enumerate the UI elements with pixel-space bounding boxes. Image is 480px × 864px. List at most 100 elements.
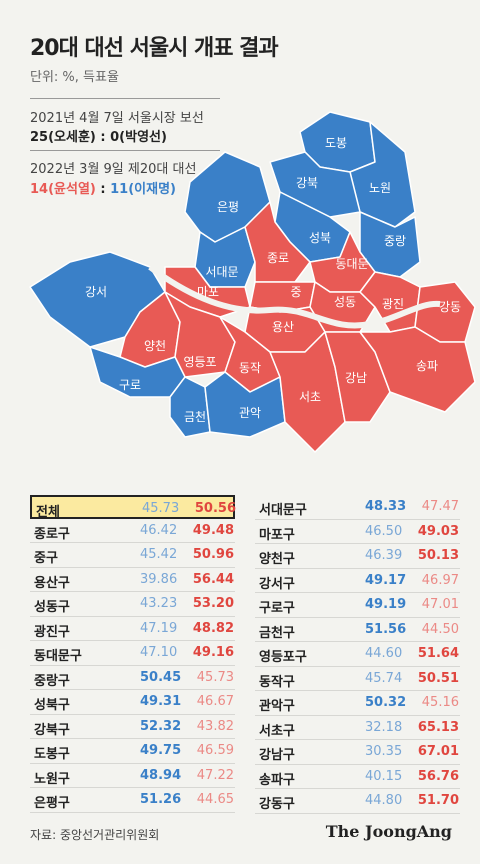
- district-name: 서초구: [259, 723, 295, 739]
- result-row: 중구 45.42 50.96: [30, 543, 235, 568]
- yoon-sukyeol-share: 49.16: [192, 645, 234, 660]
- lee-jaemyung-share: 51.26: [140, 792, 182, 807]
- yoon-sukyeol-share: 46.97: [421, 572, 459, 588]
- district-labels: 도봉 강북 노원 은평 성북 중랑 종로 동대문 서대문 마포 중 강서 성동 …: [85, 136, 461, 424]
- yoon-sukyeol-share: 45.73: [196, 669, 234, 685]
- result-red: 14(윤석열): [30, 182, 96, 197]
- district-name: 성동구: [34, 600, 70, 615]
- lee-jaemyung-share: 50.32: [365, 695, 407, 710]
- label-yongsan: 용산: [272, 320, 294, 334]
- label-eunpyeong: 은평: [217, 200, 239, 214]
- label-jungnang: 중랑: [384, 234, 406, 248]
- result-row: 성동구 43.23 53.20: [30, 592, 235, 617]
- result-row: 서대문구 48.33 47.47: [255, 495, 460, 520]
- lee-jaemyung-share: 49.19: [365, 597, 407, 612]
- district-name: 도봉구: [34, 747, 70, 762]
- lee-jaemyung-share: 48.94: [140, 767, 182, 783]
- lee-jaemyung-share: 48.33: [365, 499, 407, 514]
- yoon-sukyeol-share: 65.13: [417, 719, 459, 735]
- label-dongdaemun: 동대문: [335, 257, 368, 271]
- label-seongbuk: 성북: [309, 231, 331, 245]
- label-seongdong: 성동: [334, 295, 356, 309]
- label-gwangjin: 광진: [382, 297, 404, 311]
- result-row: 금천구 51.56 44.50: [255, 618, 460, 642]
- result-row: 강서구 49.17 46.97: [255, 569, 460, 593]
- divider: [30, 98, 220, 99]
- page-title: 20대 대선 서울시 개표 결과: [30, 36, 279, 61]
- lee-jaemyung-share: 32.18: [365, 719, 403, 735]
- lee-jaemyung-share: 47.10: [140, 645, 178, 660]
- district-name: 종로구: [34, 526, 70, 542]
- yoon-sukyeol-share: 50.51: [417, 670, 459, 686]
- label-guro: 구로: [119, 378, 141, 392]
- yoon-sukyeol-share: 56.76: [417, 768, 459, 784]
- label-yeongdeungpo: 영등포: [183, 355, 216, 369]
- district-name: 금천구: [259, 625, 295, 641]
- label-gangdong: 강동: [439, 300, 461, 314]
- result-row: 광진구 47.19 48.82: [30, 617, 235, 641]
- result-row: 종로구 46.42 49.48: [30, 519, 235, 543]
- district-name: 동작구: [259, 674, 295, 690]
- district-name: 강동구: [259, 797, 295, 812]
- lee-jaemyung-share: 52.32: [140, 718, 182, 734]
- lee-jaemyung-share: 49.75: [140, 743, 182, 758]
- lee-jaemyung-share: 49.17: [365, 572, 407, 588]
- result-row: 강북구 52.32 43.82: [30, 715, 235, 739]
- result-row: 도봉구 49.75 46.59: [30, 739, 235, 764]
- yoon-sukyeol-share: 46.59: [196, 743, 234, 758]
- lee-jaemyung-share: 30.35: [365, 744, 403, 759]
- result-row: 관악구 50.32 45.16: [255, 691, 460, 716]
- election-2022-label: 2022년 3월 9일 제20대 대선: [30, 162, 197, 177]
- label-gangnam: 강남: [345, 371, 367, 385]
- district-name: 성북구: [34, 698, 70, 713]
- yoon-sukyeol-share: 50.56: [194, 501, 236, 516]
- yoon-sukyeol-share: 44.50: [421, 621, 459, 637]
- result-row: 용산구 39.86 56.44: [30, 568, 235, 592]
- election-2021-result: 25(오세훈) : 0(박영선): [30, 126, 167, 145]
- district-name: 마포구: [259, 527, 295, 543]
- yoon-sukyeol-share: 53.20: [192, 596, 234, 611]
- lee-jaemyung-share: 45.42: [140, 547, 178, 562]
- district-name: 동대문구: [34, 649, 82, 664]
- yoon-sukyeol-share: 49.48: [192, 522, 234, 538]
- label-nowon: 노원: [369, 181, 391, 195]
- label-seodaemun: 서대문: [205, 265, 238, 279]
- yoon-sukyeol-share: 43.82: [196, 718, 234, 734]
- label-gangbuk: 강북: [296, 176, 318, 190]
- yoon-sukyeol-share: 47.01: [421, 597, 459, 612]
- district-name: 강북구: [34, 722, 70, 738]
- seoul-district-map: 도봉 강북 노원 은평 성북 중랑 종로 동대문 서대문 마포 중 강서 성동 …: [29, 111, 476, 453]
- lee-jaemyung-share: 46.39: [365, 548, 403, 563]
- district-name: 영등포구: [259, 650, 307, 665]
- result-row: 중랑구 50.45 45.73: [30, 666, 235, 690]
- result-row: 서초구 32.18 65.13: [255, 716, 460, 740]
- result-row: 전체 45.73 50.56: [30, 495, 236, 520]
- district-name: 용산구: [34, 575, 70, 591]
- result-row: 동작구 45.74 50.51: [255, 667, 460, 691]
- result-row: 동대문구 47.10 49.16: [30, 641, 235, 666]
- results-column-right: 서대문구 48.33 47.47 마포구 46.50 49.03 양천구 46.39 50.13…: [255, 495, 460, 814]
- result-row: 송파구 40.15 56.76: [255, 765, 460, 789]
- label-yangcheon: 양천: [144, 338, 166, 353]
- lee-jaemyung-share: 49.31: [140, 694, 182, 709]
- lee-jaemyung-share: 43.23: [140, 596, 178, 611]
- result-row: 강남구 30.35 67.01: [255, 740, 460, 765]
- lee-jaemyung-share: 46.42: [140, 522, 178, 538]
- result-blue: 0(박영선): [110, 130, 167, 145]
- yoon-sukyeol-share: 44.65: [196, 792, 234, 807]
- result-blue: 11(이재명): [110, 182, 176, 197]
- result-row: 은평구 51.26 44.65: [30, 788, 235, 813]
- yoon-sukyeol-share: 47.22: [196, 767, 234, 783]
- yoon-sukyeol-share: 67.01: [417, 744, 459, 759]
- lee-jaemyung-share: 51.56: [365, 621, 407, 637]
- district-name: 양천구: [259, 552, 295, 567]
- district-name: 구로구: [259, 601, 295, 616]
- lee-jaemyung-share: 39.86: [140, 571, 178, 587]
- district-name: 노원구: [34, 771, 70, 787]
- label-geumcheon: 금천: [184, 409, 206, 424]
- label-gwanak: 관악: [239, 406, 261, 420]
- yoon-sukyeol-share: 45.16: [421, 695, 459, 710]
- district-name: 중구: [34, 551, 58, 566]
- lee-jaemyung-share: 46.50: [365, 523, 403, 539]
- result-row: 양천구 46.39 50.13: [255, 544, 460, 569]
